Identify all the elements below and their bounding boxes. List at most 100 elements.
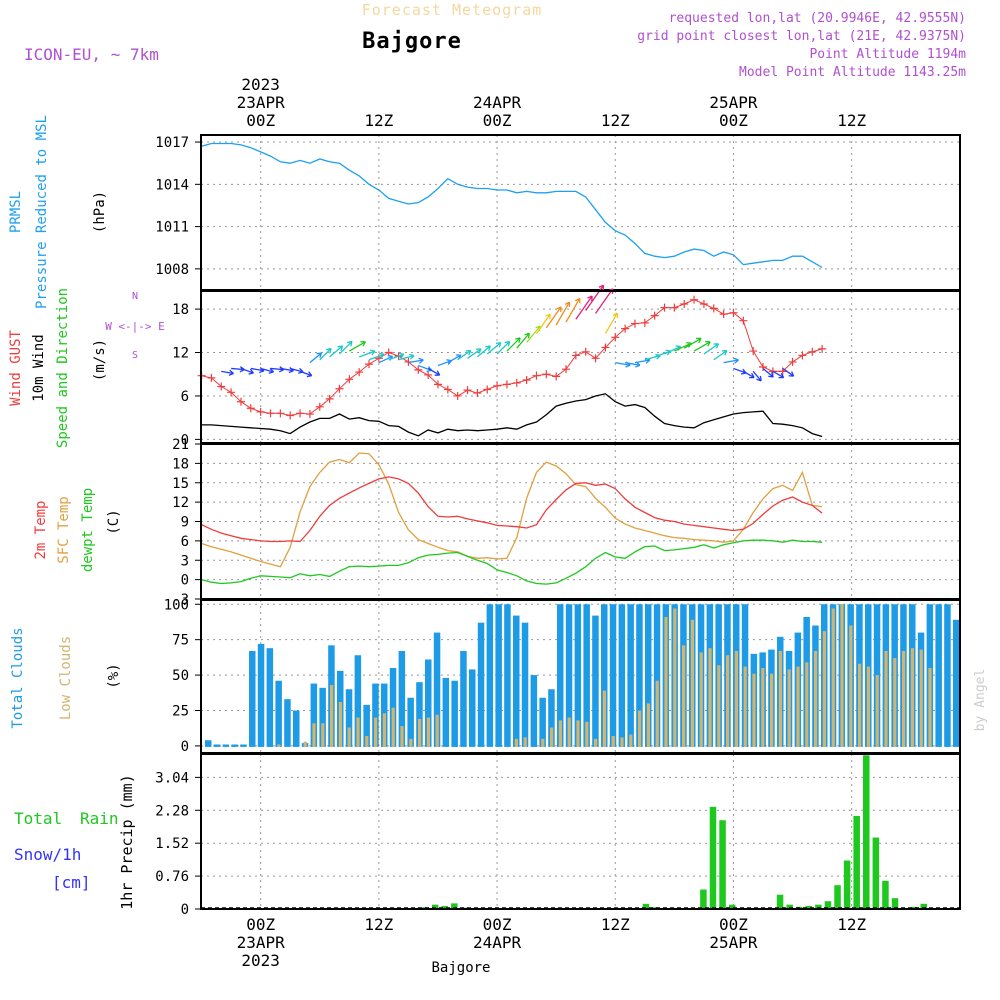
wind-vector xyxy=(742,370,755,379)
total-cloud-bar xyxy=(257,643,265,747)
temp-unit: (C) xyxy=(106,509,122,534)
wind-vector-head xyxy=(696,337,702,344)
gust-marker xyxy=(552,372,561,381)
y-tick-label: 12 xyxy=(172,495,189,511)
panel-border xyxy=(200,753,961,910)
precip-panel: 0 0.76 1.52 2.28 3.04 Total Rain Snow/1h [cm] 1hr… xyxy=(14,753,961,918)
total-cloud-bar xyxy=(495,604,502,747)
y-tick-label: 18 xyxy=(172,456,189,472)
low-cloud-bar xyxy=(910,648,914,747)
low-cloud-bar xyxy=(312,723,316,747)
low-cloud-bar xyxy=(620,737,624,747)
low-cloud-bar xyxy=(673,608,677,747)
total-cloud-bar xyxy=(601,604,608,747)
total-cloud-bar xyxy=(953,619,960,747)
wind-gust-line xyxy=(201,299,823,417)
low-cloud-bar xyxy=(708,648,712,747)
total-cloud-bar xyxy=(363,704,370,747)
time-label-top: 00Z xyxy=(719,111,748,130)
low-cloud-bar xyxy=(893,658,897,747)
rain-bar xyxy=(891,898,899,909)
low-cloud-bar xyxy=(726,655,730,747)
gust-marker xyxy=(443,385,452,394)
time-label-bottom: 25APR xyxy=(709,933,758,952)
low-cloud-bar xyxy=(699,652,703,747)
total-cloud-bar xyxy=(609,604,617,747)
total-cloud-bar xyxy=(275,680,282,747)
gust-marker xyxy=(512,378,521,387)
low-cloud-bar xyxy=(682,645,686,747)
time-label-top: 12Z xyxy=(601,111,630,130)
low-cloud-bar xyxy=(567,717,571,747)
clouds-unit: (%) xyxy=(106,663,122,688)
gust-marker xyxy=(788,357,797,366)
low-cloud-bar xyxy=(805,662,809,747)
clouds-label-low: Low Clouds xyxy=(58,636,74,720)
requested-coords: requested lon,lat (20.9946E, 42.9555N) xyxy=(669,11,966,26)
wind-vector-head xyxy=(248,368,254,375)
total-cloud-bar xyxy=(504,604,511,747)
wind-vector xyxy=(260,367,274,373)
wind-vector xyxy=(250,367,265,372)
gust-marker xyxy=(749,347,758,356)
wind-vector xyxy=(447,354,462,364)
wind-vector xyxy=(329,345,343,358)
y-tick-label: 6 xyxy=(181,389,189,405)
wind-vector-head xyxy=(545,313,551,320)
low-cloud-bar xyxy=(391,707,395,747)
low-cloud-bar xyxy=(602,690,606,747)
gust-marker xyxy=(729,308,738,317)
low-cloud-bar xyxy=(585,721,589,747)
gust-marker xyxy=(798,351,807,360)
wind-vector xyxy=(270,367,284,371)
wind-vector-head xyxy=(587,295,593,302)
gust-marker xyxy=(709,304,718,313)
wind-vector xyxy=(496,340,511,355)
wind-vector xyxy=(348,341,366,352)
wind-label-gust: Wind GUST xyxy=(8,330,24,406)
total-cloud-bar xyxy=(583,604,590,747)
wind-vector-head xyxy=(418,357,424,364)
gust-marker xyxy=(315,402,324,411)
low-cloud-bar xyxy=(875,675,879,747)
gust-marker xyxy=(236,397,245,406)
gust-marker xyxy=(660,303,669,312)
rain-bar xyxy=(882,880,889,909)
gust-marker xyxy=(207,373,216,382)
total-cloud-bar xyxy=(627,604,634,747)
gust-marker xyxy=(591,354,600,363)
wind-vector-head xyxy=(768,372,774,378)
low-cloud-bar xyxy=(541,738,545,747)
total-cloud-bar xyxy=(935,604,942,747)
gust-marker xyxy=(286,411,295,420)
total-cloud-bar xyxy=(231,744,238,747)
total-cloud-bar xyxy=(249,651,256,747)
total-cloud-bar xyxy=(319,687,326,747)
gust-marker xyxy=(325,394,334,403)
low-cloud-bar xyxy=(858,663,862,747)
y-tick-label: 3.04 xyxy=(155,770,189,786)
low-cloud-bar xyxy=(787,669,791,747)
gridpoint-coords: grid point closest lon,lat (21E, 42.9375… xyxy=(637,29,966,44)
time-label-bottom: 24APR xyxy=(473,933,522,952)
t2m-line xyxy=(201,476,823,543)
temp-label-sfc: SFC Temp xyxy=(56,496,72,563)
wind-vector xyxy=(506,337,521,352)
wind-vector-head xyxy=(612,312,619,319)
low-cloud-bar xyxy=(778,651,782,747)
gust-marker xyxy=(808,347,817,356)
temp-label-dew: dewpt Temp xyxy=(80,488,96,572)
gust-marker xyxy=(719,310,728,319)
wind-vector xyxy=(585,284,604,311)
wind-vector-head xyxy=(721,349,728,356)
compass-we: W <-|-> E xyxy=(105,320,165,333)
total-cloud-bar xyxy=(636,604,643,747)
wind-vector xyxy=(604,312,618,335)
gust-marker xyxy=(690,295,699,304)
time-label-bottom: 12Z xyxy=(601,915,630,934)
pressure-panel: 1008 1011 1014 1017 PRMSL Pressure Reduced to… xyxy=(8,115,961,309)
rain-bar xyxy=(700,889,707,909)
snow-unit: [cm] xyxy=(52,873,91,892)
low-cloud-bar xyxy=(418,719,422,747)
total-cloud-bar xyxy=(565,604,573,747)
